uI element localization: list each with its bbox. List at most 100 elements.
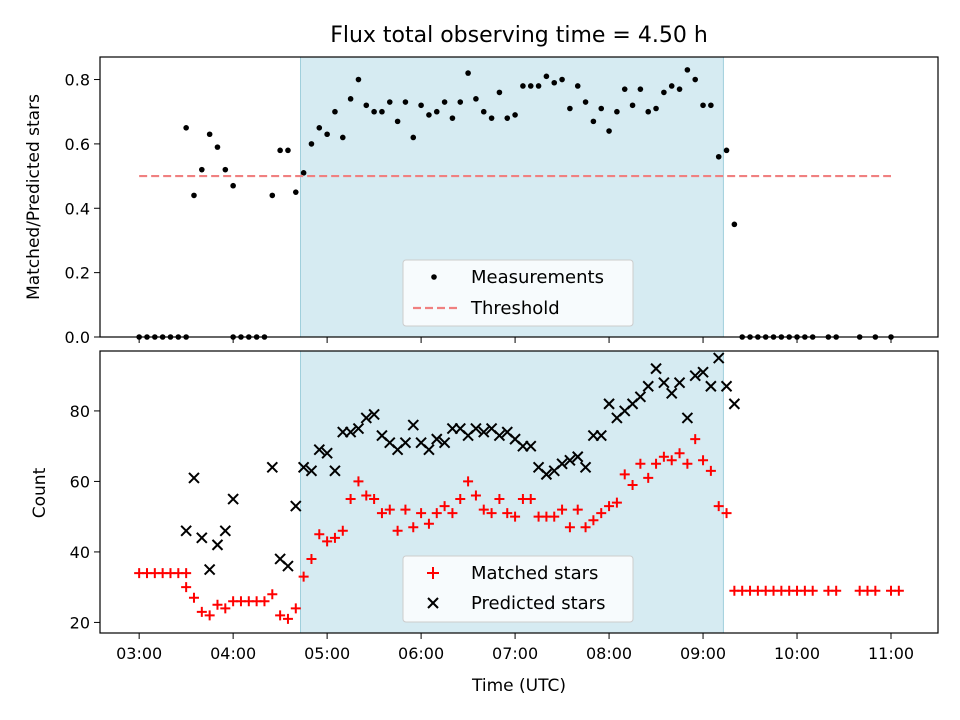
predicted-star-point — [227, 493, 239, 505]
top-ylabel: Matched/Predicted stars — [24, 94, 44, 300]
measurement-point — [183, 125, 189, 131]
matched-star-point — [713, 501, 724, 512]
matched-star-point — [196, 606, 207, 617]
matched-star-point — [580, 522, 591, 533]
matched-star-point — [282, 613, 293, 624]
top-panel: 0.00.20.40.60.8 Matched/Predicted stars … — [24, 56, 939, 347]
predicted-star-point — [634, 391, 647, 403]
predicted-star-point — [180, 525, 192, 537]
predicted-star-point — [266, 461, 279, 474]
matched-star-point — [596, 508, 607, 519]
x-tick-label: 05:00 — [304, 644, 350, 663]
measurement-point — [668, 83, 675, 89]
measurement-point — [394, 118, 401, 125]
measurement-point — [269, 192, 276, 199]
matched-star-point — [470, 490, 481, 501]
measurement-point — [723, 147, 730, 154]
y-tick-label: 80 — [70, 402, 90, 421]
matched-star-point — [674, 448, 685, 459]
matched-star-point — [290, 603, 301, 614]
measurement-point — [567, 105, 573, 112]
measurement-point — [324, 131, 330, 138]
predicted-star-point — [478, 426, 490, 438]
y-tick-label: 0.8 — [65, 71, 90, 90]
matched-star-point — [361, 490, 372, 501]
matched-star-point — [369, 494, 380, 505]
measurement-point — [637, 86, 644, 92]
matched-star-point — [463, 476, 474, 487]
measurement-point — [339, 134, 346, 141]
matched-star-point — [494, 494, 505, 505]
predicted-star-point — [666, 387, 678, 400]
measurement-point — [332, 108, 338, 115]
matched-star-point — [690, 434, 701, 445]
measurement-point — [465, 70, 471, 76]
predicted-star-point — [203, 563, 216, 576]
measurement-point — [316, 125, 323, 131]
bottom-axes-frame — [99, 350, 939, 634]
predicted-star-point — [352, 422, 365, 435]
matched-star-point — [510, 511, 521, 522]
measurement-point — [676, 86, 683, 92]
measurement-point — [473, 96, 479, 102]
predicted-star-point — [431, 433, 443, 445]
matched-star-point — [705, 465, 716, 476]
measurement-point — [363, 102, 370, 109]
measurement-point — [379, 108, 385, 115]
legend-predicted-label: Predicted stars — [471, 593, 605, 614]
matched-star-point — [408, 522, 419, 533]
matched-star-point — [306, 553, 317, 564]
x-tick-label: 06:00 — [398, 644, 444, 663]
measurement-point — [191, 192, 197, 199]
y-tick-label: 0.4 — [65, 199, 90, 218]
measurement-point — [449, 115, 456, 121]
matched-star-point — [212, 599, 223, 610]
measurement-point — [653, 105, 659, 112]
measurement-point — [230, 182, 236, 189]
y-tick-label: 40 — [70, 543, 90, 562]
measurement-point — [731, 221, 738, 228]
predicted-star-point — [305, 465, 318, 477]
measurement-point — [606, 128, 612, 134]
bottom-legend-box — [402, 555, 634, 623]
matched-star-point — [455, 494, 466, 505]
matched-star-point — [627, 479, 638, 490]
matched-star-point — [478, 504, 489, 515]
measurement-point — [277, 147, 283, 154]
bottom-xlabel: Time (UTC) — [471, 676, 566, 696]
matched-star-point — [392, 525, 403, 536]
bottom-ylabel: Count — [30, 467, 50, 518]
measurement-point — [512, 112, 518, 118]
x-tick-label: 07:00 — [492, 644, 538, 663]
predicted-star-point — [681, 412, 694, 424]
measurement-point — [386, 99, 393, 105]
measurement-point — [598, 105, 605, 112]
matched-star-point — [557, 504, 568, 515]
measurement-point — [535, 83, 542, 89]
matched-star-point — [314, 529, 325, 540]
legend-matched-label: Matched stars — [471, 563, 598, 584]
matched-star-point — [831, 585, 842, 596]
measurement-point — [214, 144, 221, 150]
predicted-star-point — [658, 377, 670, 389]
matched-star-point — [400, 504, 411, 515]
x-tick-label: 09:00 — [680, 644, 726, 663]
measurement-point — [590, 118, 597, 125]
measurement-point — [614, 108, 620, 115]
y-tick-label: 20 — [70, 613, 90, 632]
measurement-point — [645, 108, 652, 115]
bottom-ticks: 20 40 60 80 03:00 04:00 05:00 06:00 07:00 08:00 09… — [70, 350, 914, 663]
x-tick-label: 10:00 — [774, 644, 820, 663]
predicted-star-point — [399, 436, 412, 449]
predicted-star-point — [697, 366, 709, 378]
predicted-star-point — [470, 422, 482, 435]
matched-star-point — [416, 508, 427, 519]
matched-star-point — [345, 494, 356, 505]
predicted-star-point — [728, 398, 741, 410]
measurement-point — [292, 189, 299, 195]
predicted-star-point — [689, 369, 701, 382]
matched-star-point — [502, 508, 513, 519]
predicted-star-point — [360, 412, 372, 424]
measurement-point — [222, 166, 229, 173]
